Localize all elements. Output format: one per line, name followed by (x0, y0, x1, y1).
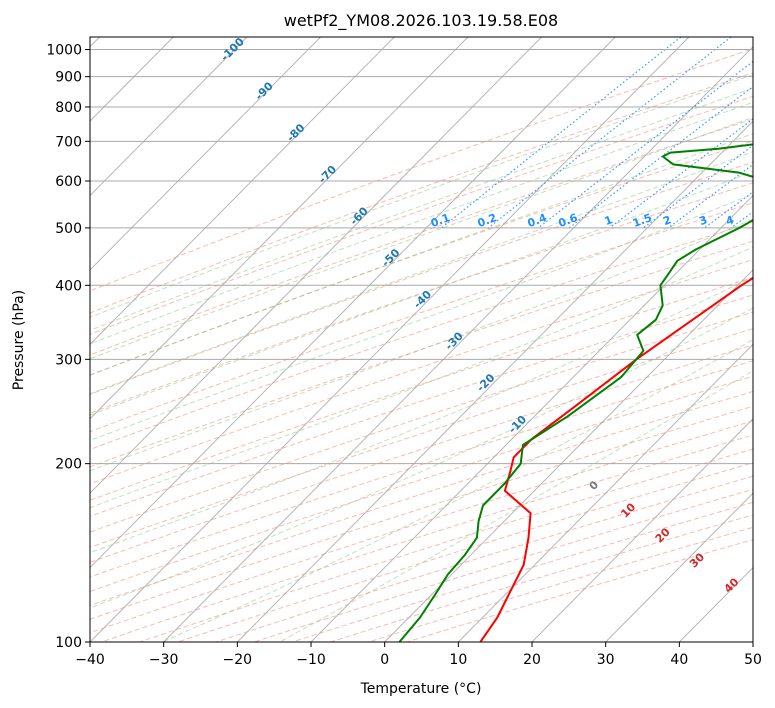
y-tick-label: 700 (55, 134, 82, 150)
mixing-ratio-line (609, 118, 753, 229)
x-tick-label: 50 (744, 652, 762, 668)
adiabat-label: -20 (474, 371, 497, 394)
dry-adiabat-line (90, 420, 753, 634)
y-tick-label: 800 (55, 100, 82, 116)
isotherm-line (90, 37, 395, 346)
chart-title: wetPf2_YM08.2026.103.19.58.E08 (284, 11, 558, 31)
isotherm-line (310, 194, 753, 642)
x-tick-label: −20 (223, 652, 253, 668)
isotherm-line (90, 37, 469, 420)
mixing-ratio-label: 0.4 (526, 211, 549, 230)
isotherm-line (90, 37, 616, 569)
y-tick-label: 1000 (46, 43, 82, 59)
mixing-ratio-line (770, 37, 775, 228)
moist-adiabat-line (162, 339, 753, 642)
adiabat-label: 20 (653, 525, 673, 545)
x-tick-label: −40 (75, 652, 105, 668)
isotherm-line (752, 641, 753, 642)
y-tick-label: 900 (55, 70, 82, 86)
adiabat-label: -10 (506, 413, 529, 436)
mixing-ratio-line (568, 85, 753, 229)
mixing-ratio-line (667, 163, 753, 229)
adiabat-label: -50 (379, 246, 402, 269)
dry-adiabat-line (90, 277, 753, 501)
dry-adiabat-line (90, 240, 753, 468)
isotherm-line (236, 120, 753, 642)
mixing-ratio-label: 3 (697, 213, 709, 228)
y-tick-label: 200 (55, 457, 82, 473)
moist-adiabat-line (279, 370, 753, 642)
mixing-ratio-line (441, 37, 682, 229)
x-axis-label: Temperature (°C) (360, 681, 482, 697)
plot-frame (89, 36, 754, 643)
temperature-profile-line (479, 276, 753, 642)
moist-adiabat-line (90, 171, 753, 416)
y-tick-label: 600 (55, 174, 82, 190)
mixing-ratio-label: 0.2 (476, 211, 499, 230)
mixing-ratio-label: 1 (603, 213, 615, 228)
dry-adiabat-line (90, 48, 753, 292)
mixing-ratio-label: 0.1 (429, 211, 452, 230)
moist-adiabat-line (90, 116, 753, 360)
dry-adiabat-line (90, 221, 753, 450)
isotherm-line (90, 37, 321, 271)
x-tick-label: 10 (449, 652, 467, 668)
mixing-ratio-label: 1.5 (631, 211, 654, 230)
mixing-ratio-label: 4 (724, 213, 736, 228)
adiabat-label: 10 (618, 500, 638, 520)
y-tick-label: 400 (55, 278, 82, 294)
moist-adiabat-line (90, 218, 753, 472)
x-tick-label: 40 (670, 652, 688, 668)
adiabat-label: -90 (253, 79, 276, 102)
adiabat-label: 40 (722, 575, 742, 595)
adiabat-label: 30 (687, 550, 707, 570)
mixing-ratio-line (487, 37, 732, 229)
mixing-ratio-line (537, 60, 753, 229)
isotherm-line (90, 37, 248, 197)
y-tick-label: 100 (55, 635, 82, 651)
mixing-ratio-label: 0.6 (557, 211, 580, 230)
y-tick-label: 500 (55, 221, 82, 237)
isotherm-line (457, 343, 753, 642)
y-tick-label: 300 (55, 352, 82, 368)
mixing-ratio-line (643, 144, 753, 229)
adiabat-label: 0 (587, 478, 602, 493)
dry-adiabat-line (101, 434, 753, 642)
x-tick-label: 0 (380, 652, 389, 668)
isotherm-line (90, 37, 690, 642)
isotherm-line (384, 269, 753, 642)
dry-adiabat-line (90, 95, 753, 335)
x-tick-label: −30 (149, 652, 179, 668)
adiabat-label: -30 (443, 329, 466, 352)
dry-adiabat-line (90, 202, 753, 433)
dewpoint-profile-line (398, 143, 753, 642)
isotherm-line (163, 46, 753, 642)
moist-adiabat-line (90, 101, 753, 345)
adiabat-label: -40 (411, 288, 434, 311)
x-tick-label: 20 (523, 652, 541, 668)
dry-adiabat-line (90, 161, 753, 395)
adiabat-label: -70 (316, 163, 339, 186)
isotherm-line (531, 418, 753, 642)
mixing-ratio-label: 2 (661, 213, 673, 228)
isotherm-line (605, 492, 753, 642)
isotherm-line (90, 37, 542, 494)
x-tick-label: 30 (597, 652, 615, 668)
x-tick-label: −10 (296, 652, 326, 668)
dry-adiabat-line (90, 182, 753, 414)
y-axis-label: Pressure (hPa) (11, 290, 27, 390)
dry-adiabat-line (177, 462, 753, 642)
moist-adiabat-line (90, 276, 753, 554)
